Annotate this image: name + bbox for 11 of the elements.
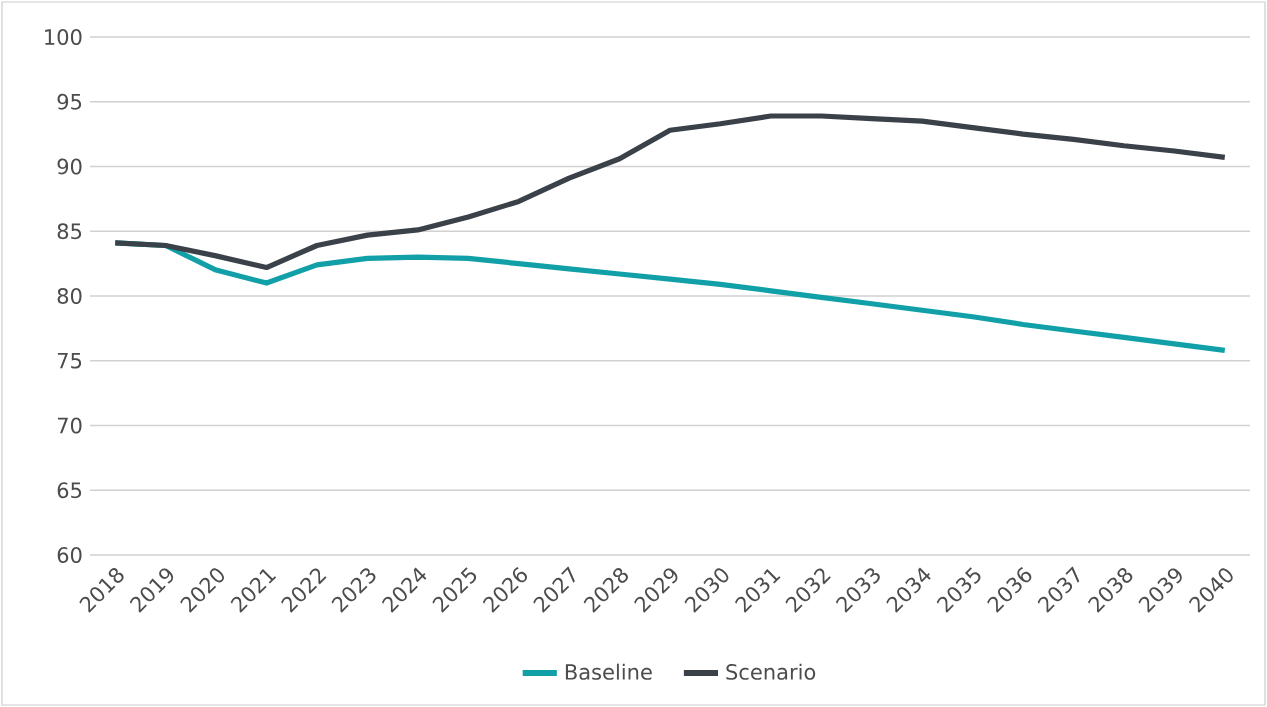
y-tick-label: 90 [57,158,82,175]
y-tick-label: 80 [57,288,82,304]
y-tick-label: 95 [57,93,82,110]
y-tick-label: 60 [57,547,82,563]
legend-label: Scenario [726,663,816,680]
y-tick-label: 70 [57,417,82,434]
y-tick-label: 75 [57,352,82,369]
legend-label: Baseline [565,663,652,680]
y-tick-label: 85 [57,223,82,240]
y-tick-label: 65 [57,482,82,499]
y-tick-label: 100 [45,29,82,45]
